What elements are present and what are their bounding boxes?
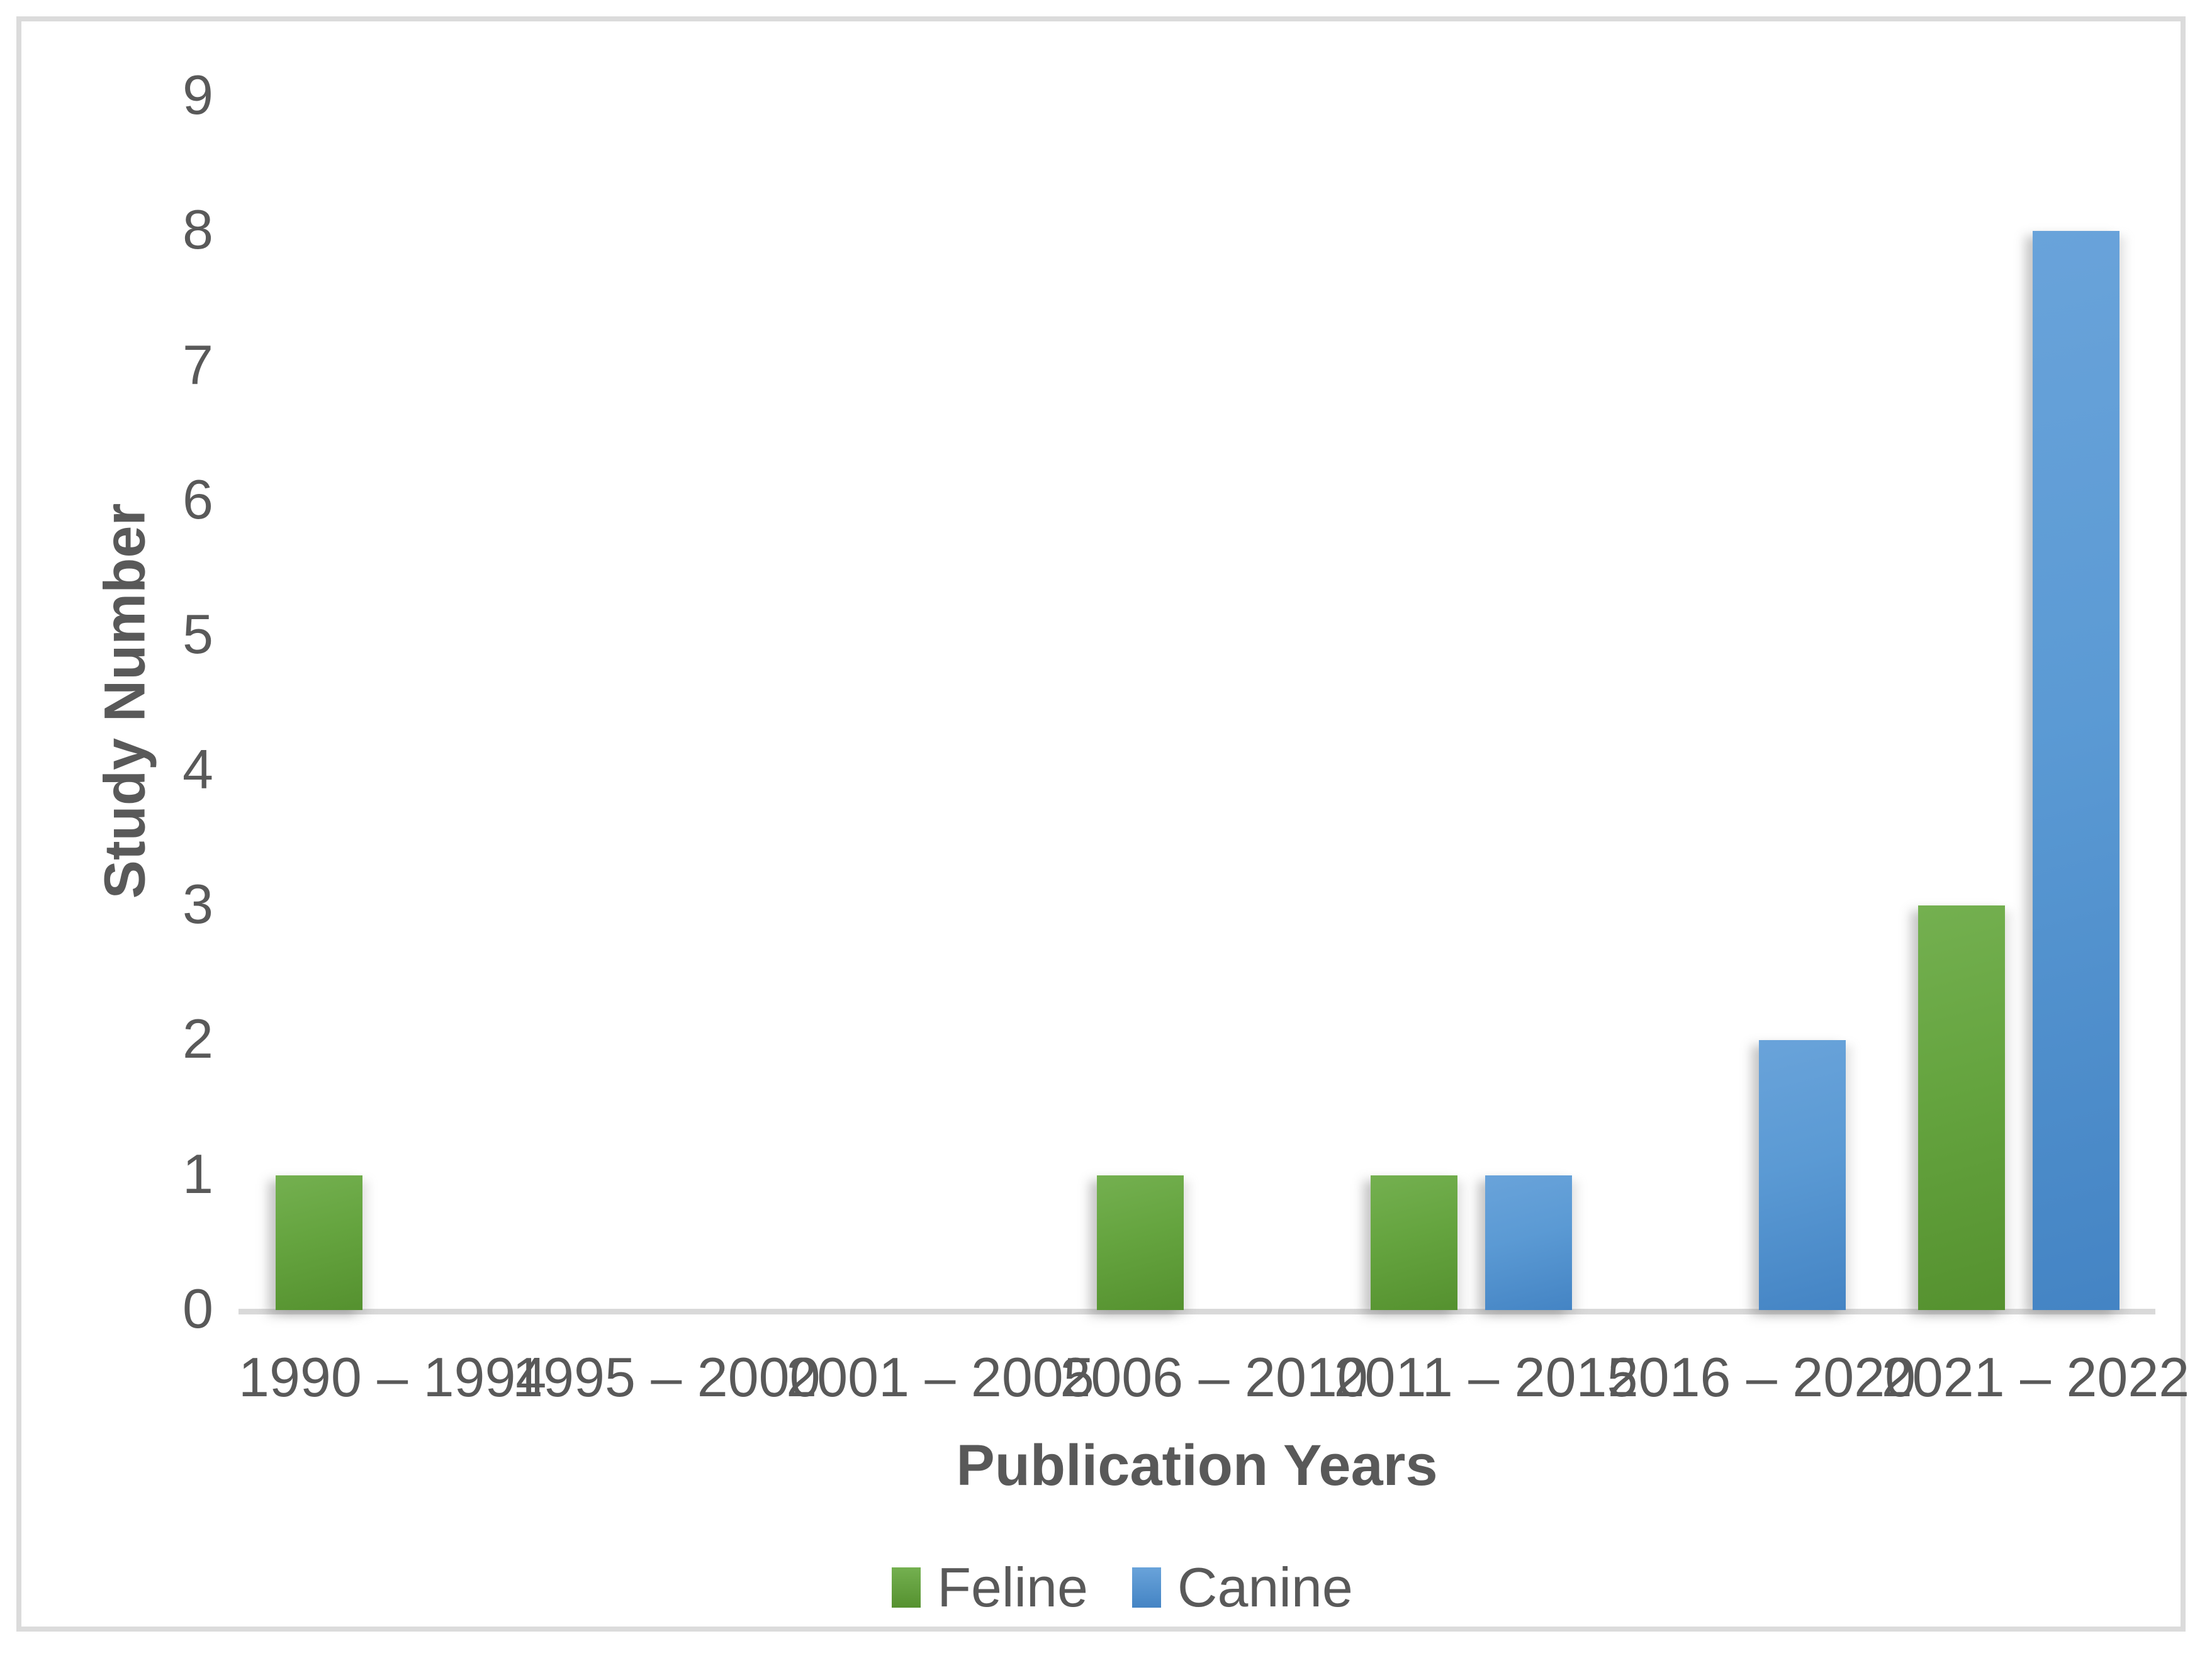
- y-tick-label-9: 9: [182, 64, 213, 126]
- plot-area: [239, 95, 2155, 1314]
- y-tick-label-2: 2: [182, 1007, 213, 1070]
- chart-frame: Study Number 0 1 2 3 4 5 6 7 8 9 1990 – 1994 1995 …: [16, 16, 2190, 1632]
- bar-canine-4: [1485, 1175, 1572, 1310]
- y-tick-label-7: 7: [182, 333, 213, 396]
- x-tick-label-6: 2021 – 2022: [1881, 1346, 2190, 1408]
- legend-label-canine: Canine: [1177, 1556, 1353, 1618]
- bar-feline-0: [276, 1175, 362, 1310]
- y-tick-label-1: 1: [182, 1142, 213, 1205]
- x-tick-label-1: 1995 – 2000: [512, 1346, 821, 1408]
- y-tick-label-5: 5: [182, 603, 213, 666]
- y-tick-label-0: 0: [182, 1277, 213, 1340]
- legend-label-feline: Feline: [937, 1556, 1088, 1618]
- x-tick-label-2: 2001 – 2005: [786, 1346, 1094, 1408]
- y-tick-label-3: 3: [182, 873, 213, 935]
- legend-item-canine: Canine: [1131, 1556, 1353, 1618]
- bar-canine-6: [2033, 231, 2119, 1310]
- y-tick-label-8: 8: [182, 198, 213, 261]
- x-axis-title: Publication Years: [956, 1433, 1438, 1498]
- x-tick-label-5: 2016 – 2020: [1607, 1346, 1916, 1408]
- y-tick-label-4: 4: [182, 737, 213, 800]
- bar-feline-4: [1371, 1175, 1457, 1310]
- bar-feline-6: [1918, 905, 2005, 1310]
- x-tick-label-0: 1990 – 1994: [239, 1346, 547, 1408]
- y-tick-label-6: 6: [182, 468, 213, 530]
- bar-canine-5: [1759, 1040, 1846, 1310]
- y-axis-title: Study Number: [93, 503, 157, 899]
- legend-swatch-feline: [892, 1567, 921, 1608]
- bar-feline-3: [1097, 1175, 1184, 1310]
- x-axis-line: [239, 1309, 2155, 1314]
- legend-item-feline: Feline: [892, 1560, 1088, 1615]
- x-tick-label-4: 2011 – 2015: [1333, 1346, 1638, 1408]
- legend: Feline Canine: [38, 1560, 2207, 1615]
- legend-swatch-canine: [1131, 1567, 1161, 1608]
- x-tick-label-3: 2006 – 2010: [1060, 1346, 1368, 1408]
